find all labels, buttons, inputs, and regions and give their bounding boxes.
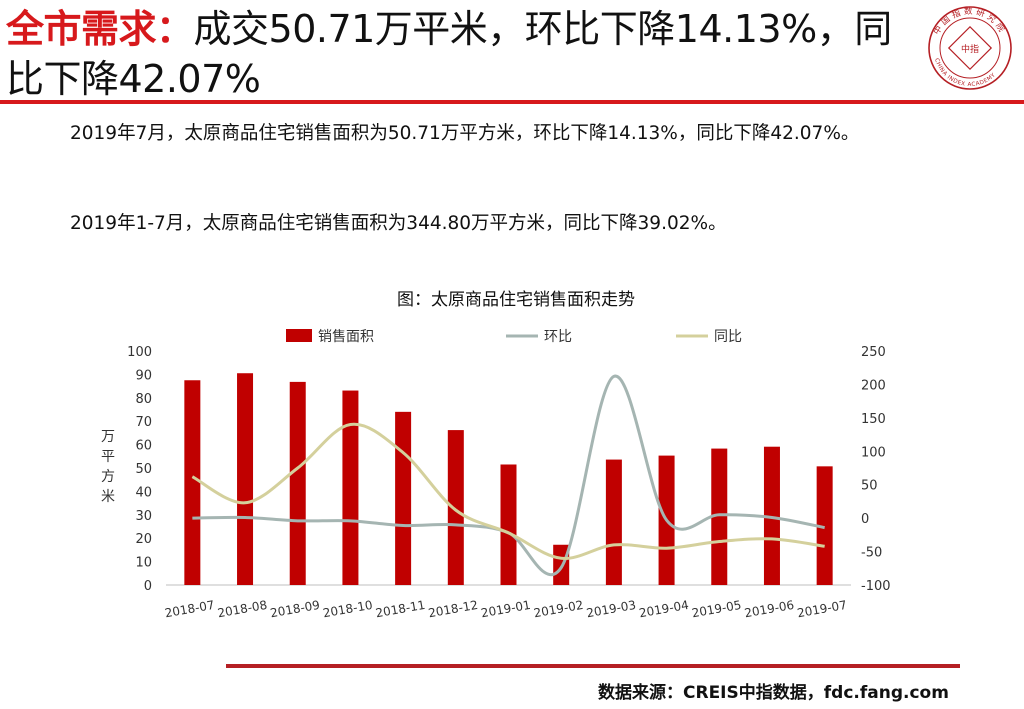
legend-swatch-sales [286, 329, 312, 342]
title-divider [0, 100, 1024, 104]
y-tick-label: 10 [135, 556, 152, 571]
y-axis-label: 万 [101, 429, 115, 445]
y2-tick-label: 200 [861, 378, 886, 393]
sales-area-chart: 图：太原商品住宅销售面积走势 销售面积 环比 同比 0 10 20 30 40 50 60 70 8… [90, 283, 917, 637]
y-tick-label: 60 [135, 439, 152, 454]
chart-title: 图：太原商品住宅销售面积走势 [397, 290, 635, 310]
y-tick-label: 70 [135, 415, 152, 430]
logo-arc-text: 中国指数研究院 [931, 6, 1006, 37]
y-axis-label: 平 [101, 449, 115, 465]
y-tick-label: 20 [135, 532, 152, 547]
y2-tick-label: 0 [861, 512, 869, 527]
legend-label: 同比 [714, 329, 742, 345]
data-source: 数据来源：CREIS中指数据，fdc.fang.com [598, 683, 949, 703]
x-tick-label: 2019-06 [743, 598, 795, 620]
bar-sales-area [237, 373, 254, 585]
y-tick-label: 90 [135, 368, 152, 383]
x-tick-label: 2019-05 [691, 598, 743, 620]
bar-sales-area [763, 446, 780, 585]
china-index-academy-logo: 中国指数研究院 CHINA INDEX ACADEMY 中指 [926, 4, 1014, 92]
paragraph-1: 2019年7月，太原商品住宅销售面积为50.71万平方米，环比下降14.13%，… [70, 123, 860, 144]
y-axis-label: 米 [101, 489, 115, 505]
x-tick-label: 2019-03 [585, 598, 637, 620]
y-tick-label: 40 [135, 485, 152, 500]
x-tick-label: 2018-08 [216, 598, 268, 620]
x-tick-label: 2019-04 [638, 598, 690, 620]
y2-tick-label: 250 [861, 345, 886, 360]
y2-tick-label: 150 [861, 412, 886, 427]
x-tick-label: 2018-09 [269, 598, 321, 620]
bar-sales-area [711, 448, 728, 585]
footer-divider [226, 664, 960, 668]
bar-sales-area [816, 466, 833, 585]
line-mom [192, 374, 825, 577]
bar-sales-area [289, 381, 306, 585]
y-tick-label: 30 [135, 509, 152, 524]
bar-sales-area [447, 430, 464, 585]
y-tick-label: 50 [135, 462, 152, 477]
page-title: 全市需求：成交50.71万平米，环比下降14.13%，同比下降42.07% [6, 4, 926, 104]
legend-label: 环比 [544, 329, 572, 345]
bar-sales-area [395, 411, 412, 585]
y2-tick-label: 50 [861, 479, 878, 494]
x-tick-label: 2019-02 [533, 598, 585, 620]
title-highlight: 全市需求： [6, 7, 194, 51]
bar-sales-area [500, 464, 517, 585]
y-tick-label: 0 [144, 579, 152, 594]
x-tick-label: 2019-07 [796, 598, 848, 620]
y-axis-label: 方 [101, 469, 115, 485]
x-tick-label: 2018-12 [427, 598, 479, 620]
x-tick-label: 2018-07 [164, 598, 216, 620]
logo-center: 中指 [961, 43, 979, 55]
y2-tick-label: 100 [861, 445, 886, 460]
bar-sales-area [184, 380, 201, 585]
legend-label: 销售面积 [318, 329, 374, 345]
x-tick-label: 2018-11 [375, 598, 427, 620]
bar-sales-area [605, 459, 622, 585]
y2-tick-label: -100 [861, 579, 890, 594]
x-tick-label: 2019-01 [480, 598, 532, 620]
line-yoy [191, 422, 825, 560]
y2-tick-label: -50 [861, 546, 882, 561]
svg-text:中国指数研究院: 中国指数研究院 [931, 6, 1009, 37]
paragraph-2: 2019年1-7月，太原商品住宅销售面积为344.80万平方米，同比下降39.0… [70, 213, 727, 234]
bar-sales-area [342, 390, 359, 585]
title-rest: 成交50.71万平米，环比下降14.13%，同比下降42.07% [6, 7, 892, 101]
y-tick-label: 100 [127, 345, 152, 360]
y-tick-label: 80 [135, 392, 152, 407]
x-tick-label: 2018-10 [322, 598, 374, 620]
